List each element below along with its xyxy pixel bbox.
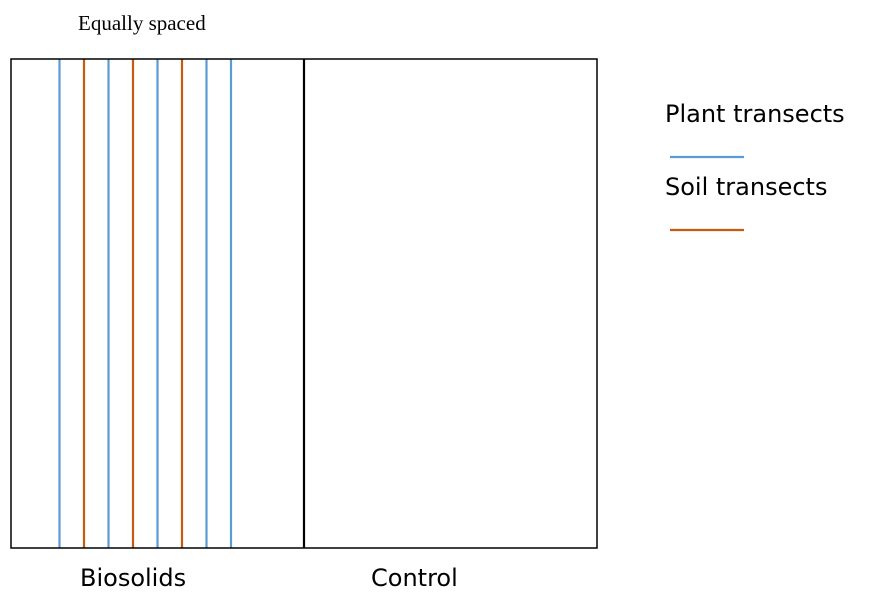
transect-lines bbox=[58, 59, 233, 548]
control-plot-label: Control bbox=[371, 564, 458, 592]
legend-plant-transects-label: Plant transects bbox=[665, 100, 845, 128]
legend: Plant transects Soil transects bbox=[665, 100, 845, 232]
equally-spaced-annotation: Equally spaced bbox=[78, 11, 206, 35]
legend-soil-transects-label: Soil transects bbox=[665, 173, 827, 201]
biosolids-plot-label: Biosolids bbox=[80, 564, 186, 592]
